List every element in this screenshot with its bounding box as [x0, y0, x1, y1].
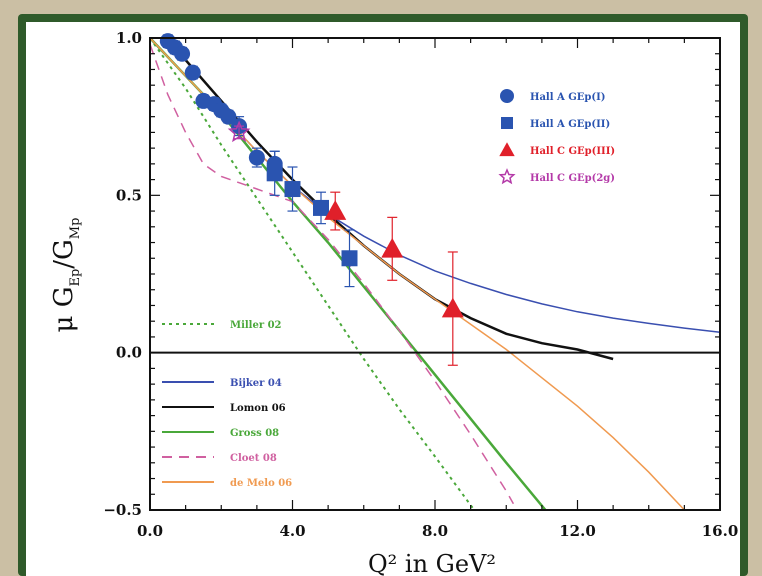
marker — [227, 120, 251, 143]
x-tick-label: 4.0 — [279, 522, 305, 540]
legend-label: Hall A GEp(I) — [530, 92, 606, 103]
y-axis-title-sub2: Mp — [68, 218, 83, 240]
legend-label: Bijker 04 — [230, 378, 282, 389]
curve-cloet-08 — [150, 44, 515, 505]
legend-item-data-2: Hall C GEp(III) — [499, 142, 615, 157]
legend-item-curve-4: de Melo 06 — [162, 478, 292, 489]
y-axis-title: μ GEp/GMp — [49, 218, 83, 333]
legend-marker — [498, 168, 516, 185]
legend-marker — [501, 117, 513, 129]
legend-item-data-3: Hall C GEp(2g) — [498, 168, 615, 185]
legend-item-data-0: Hall A GEp(I) — [500, 89, 606, 103]
legend-marker — [499, 142, 515, 157]
data-point-hall-c-gep-iii--0 — [324, 191, 347, 231]
legend-item-miller: Miller 02 — [162, 320, 282, 331]
legend-label: Hall C GEp(III) — [530, 146, 615, 157]
y-tick-label: 0.0 — [116, 344, 142, 362]
legend-item-curve-1: Lomon 06 — [162, 403, 286, 414]
plot-border — [149, 37, 721, 511]
y-tick-label: 0.5 — [116, 186, 142, 204]
x-axis-title: Q² in GeV² — [368, 550, 496, 576]
legend-item-curve-2: Gross 08 — [162, 428, 279, 439]
legend-label: de Melo 06 — [230, 478, 292, 489]
x-tick-label: 8.0 — [422, 522, 448, 540]
legend-item-curve-0: Bijker 04 — [162, 378, 282, 389]
marker — [324, 200, 347, 220]
marker — [248, 149, 265, 166]
curve-bijker-04 — [150, 38, 720, 333]
curve-de-melo-06 — [150, 38, 685, 510]
legend-label: Hall C GEp(2g) — [530, 173, 615, 184]
marker — [381, 237, 404, 258]
chart-panel — [26, 22, 740, 576]
y-axis-title-sep: /G — [49, 239, 79, 269]
data-point-hall-a-gep-i--9 — [248, 147, 265, 168]
axes: 0.0 4.0 8.0 12.0 16.0 1.0 0.5 0.0 −0.5 — [103, 29, 738, 540]
curve-miller-02 — [150, 38, 476, 510]
data-point-hall-a-gep-ii--2 — [313, 191, 329, 225]
legend-item-data-1: Hall A GEp(II) — [501, 117, 610, 130]
data-point-hall-c-gep-2g--0 — [227, 120, 251, 143]
legend-label: Miller 02 — [230, 320, 282, 331]
marker — [266, 165, 283, 182]
legend-label: Hall A GEp(II) — [530, 119, 610, 130]
data-point-hall-a-gep-i--7 — [220, 108, 237, 125]
svg-text:μ GEp/GMp: μ GEp/GMp — [49, 218, 83, 333]
legend: Hall A GEp(I) Hall A GEp(II) Hall C GEp(II… — [162, 89, 615, 489]
y-tick-label: −0.5 — [103, 501, 142, 519]
marker — [313, 199, 329, 216]
legend-item-curve-3: Cloet 08 — [162, 453, 277, 464]
marker — [184, 64, 201, 81]
data-point-hall-a-gep-ii--0 — [266, 150, 283, 196]
marker — [441, 297, 464, 318]
data-point-hall-c-gep-iii--1 — [381, 216, 404, 281]
marker — [341, 250, 358, 267]
legend-label: Lomon 06 — [230, 403, 286, 414]
y-axis-title-main: μ G — [49, 287, 79, 333]
data-point-hall-c-gep-iii--2 — [441, 251, 464, 366]
marker — [174, 45, 191, 62]
x-tick-label: 16.0 — [702, 522, 739, 540]
curve-lomon-06 — [163, 38, 614, 361]
y-axis-title-sub1: Ep — [68, 269, 83, 287]
data-points — [159, 33, 464, 366]
x-tick-label: 12.0 — [559, 522, 596, 540]
theory-curves — [150, 38, 720, 510]
y-tick-label: 1.0 — [116, 29, 142, 47]
legend-marker — [500, 89, 514, 103]
legend-label: Gross 08 — [230, 428, 279, 439]
legend-label: Cloet 08 — [230, 453, 277, 464]
data-point-hall-a-gep-i--2 — [174, 45, 191, 62]
x-tick-label: 0.0 — [137, 522, 163, 540]
marker — [284, 181, 301, 198]
data-point-hall-a-gep-ii--1 — [284, 166, 301, 212]
data-point-hall-a-gep-ii--3 — [341, 229, 358, 288]
marker — [220, 108, 237, 125]
data-point-hall-a-gep-i--3 — [184, 64, 201, 81]
